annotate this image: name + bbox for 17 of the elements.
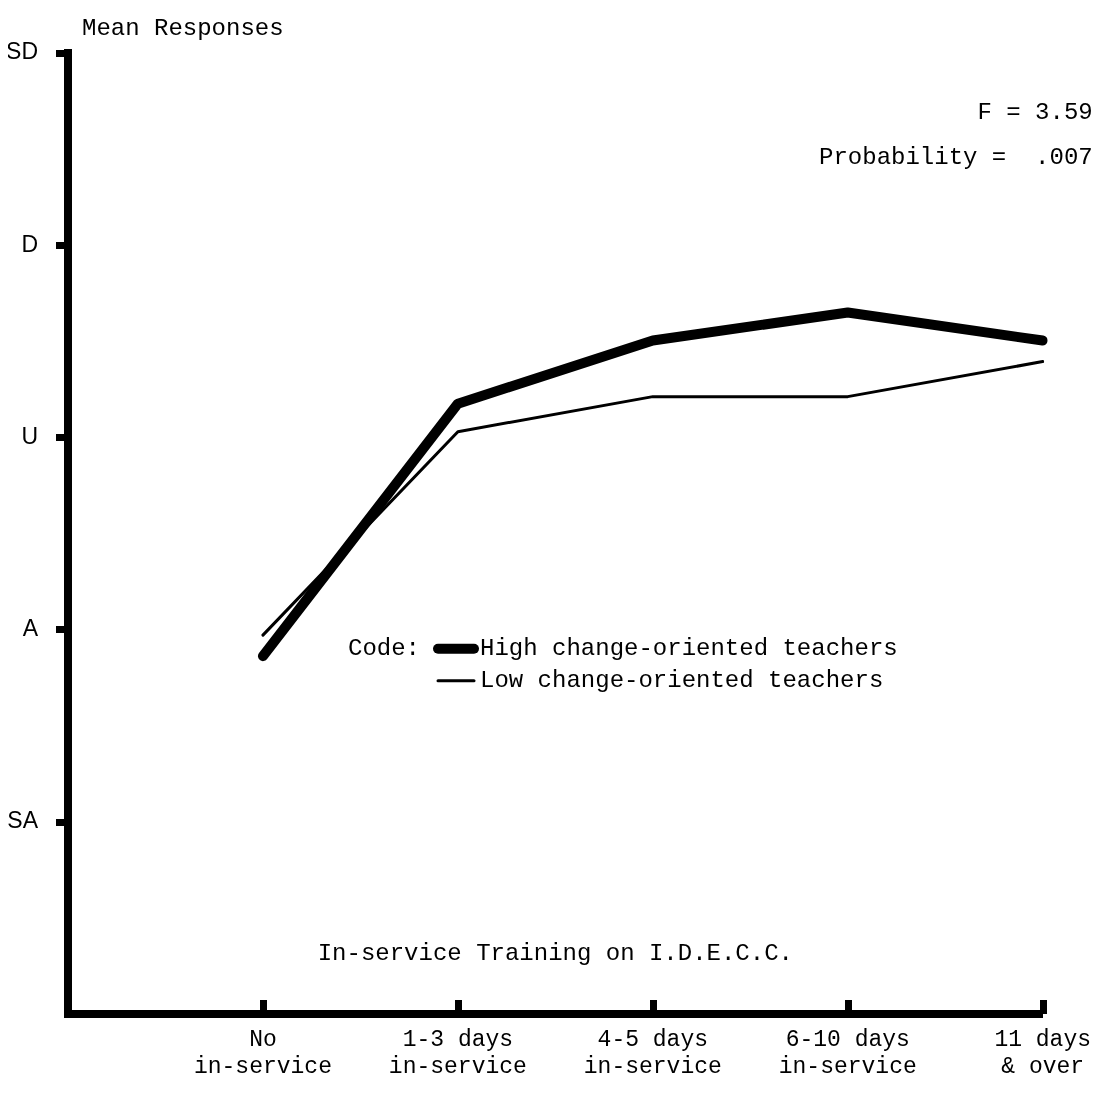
text: Mean Responses bbox=[82, 15, 284, 43]
x-tick-label: 11 days & over bbox=[994, 1026, 1091, 1081]
x-tick-label: 4-5 days in-service bbox=[583, 1026, 722, 1081]
x-axis-title: In-service Training on I.D.E.C.C. bbox=[317, 940, 793, 968]
text: A bbox=[22, 614, 39, 641]
text: SA bbox=[7, 806, 39, 833]
text: F = 3.59 bbox=[977, 99, 1093, 127]
legend-label: Low change-oriented teachers bbox=[480, 667, 884, 695]
x-tick-label: 1-3 days in-service bbox=[388, 1026, 527, 1081]
text: U bbox=[21, 422, 38, 449]
text: D bbox=[21, 230, 38, 257]
text: SD bbox=[6, 38, 38, 65]
legend-title: Code: bbox=[348, 635, 421, 663]
x-tick-label: 6-10 days in-service bbox=[778, 1026, 917, 1081]
legend-label: High change-oriented teachers bbox=[480, 635, 898, 663]
x-tick-label: No in-service bbox=[193, 1026, 332, 1081]
text: Probability = .007 bbox=[819, 144, 1093, 172]
